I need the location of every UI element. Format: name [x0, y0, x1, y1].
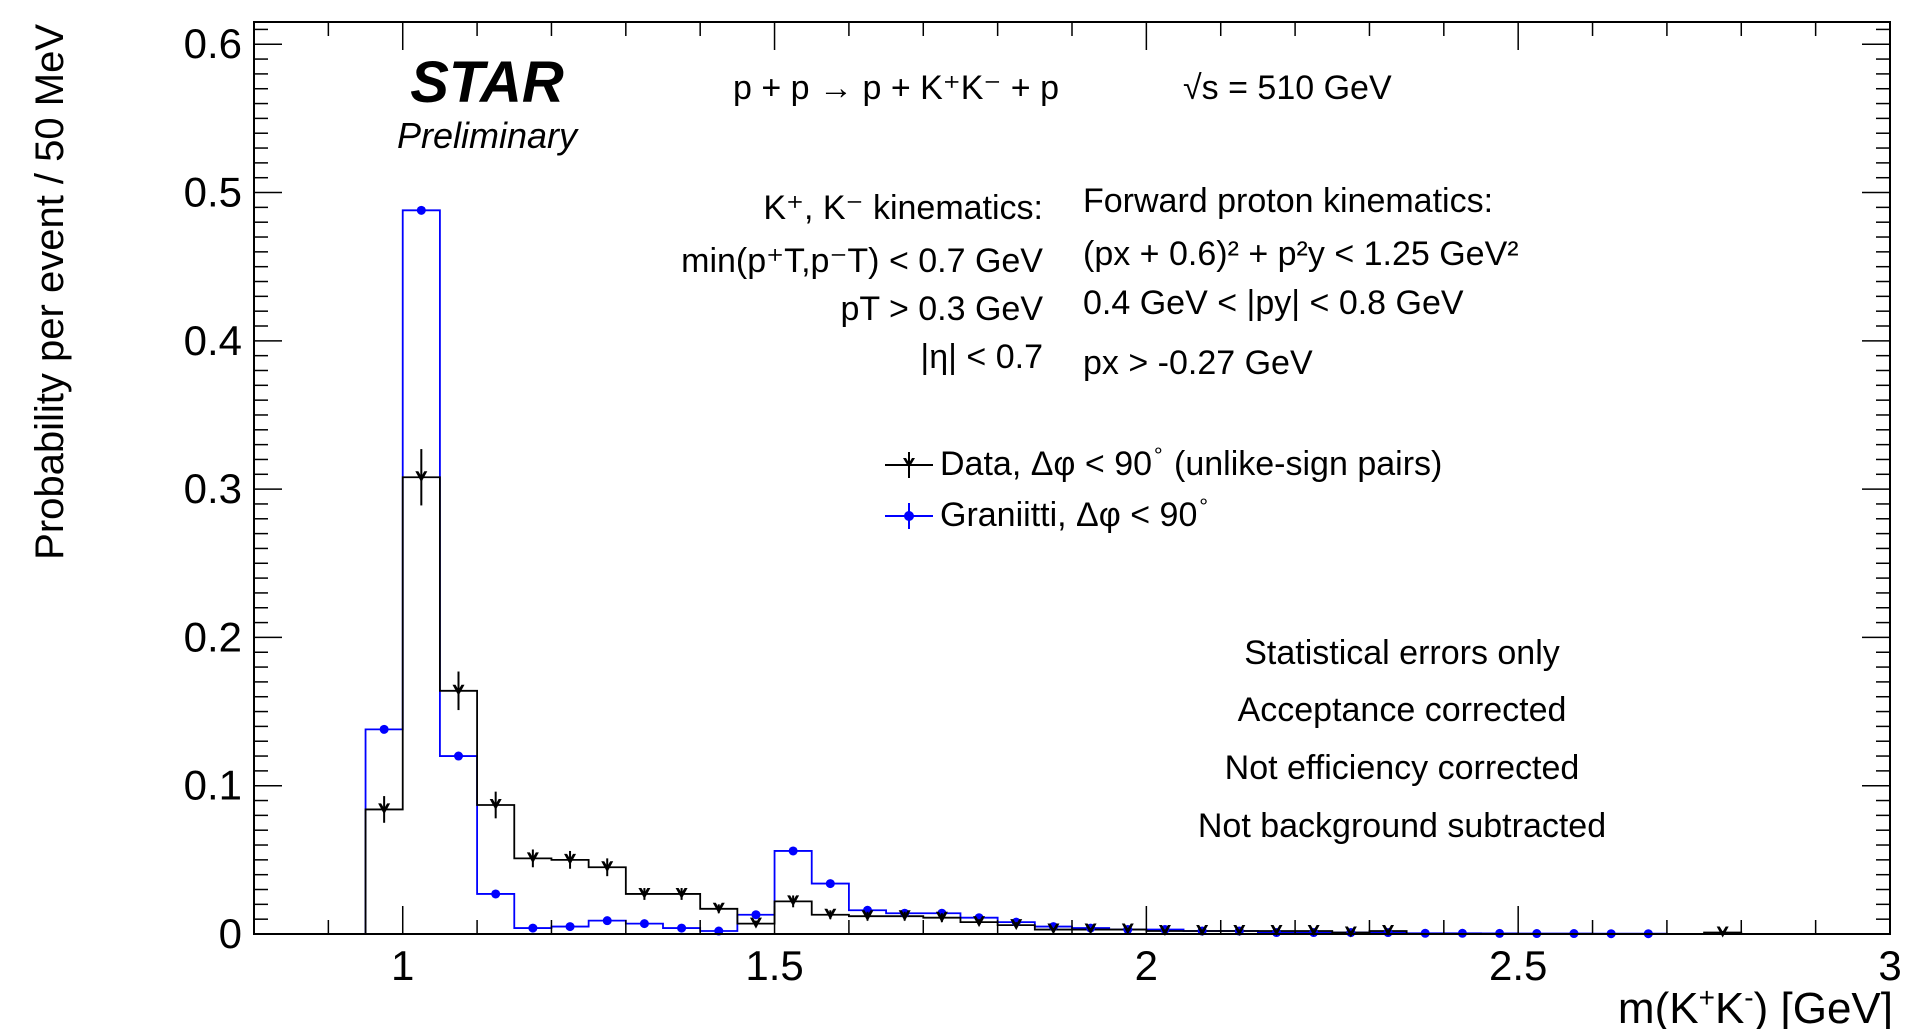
note-statistical: Statistical errors only — [1244, 634, 1560, 672]
y-tick-label: 0.1 — [184, 762, 242, 809]
data-point — [1121, 923, 1134, 935]
legend: Data, Δφ < 90∘ (unlike-sign pairs) Grani… — [885, 440, 1442, 534]
data-point — [675, 887, 688, 899]
legend-marker-graniitti-icon — [904, 511, 914, 521]
data-point — [861, 910, 874, 922]
y-tick-label: 0.5 — [184, 169, 242, 216]
axis-ticks — [253, 22, 1891, 935]
graniitti-point — [639, 919, 649, 929]
graniitti-point — [751, 910, 761, 920]
data-point — [452, 684, 465, 696]
data-point — [1307, 925, 1320, 937]
proton-cut-radius: (px + 0.6)² + p²y < 1.25 GeV² — [1083, 235, 1519, 273]
graniitti-point — [454, 751, 463, 761]
graniitti-point — [379, 724, 389, 734]
data-point — [1196, 925, 1209, 937]
data-point — [1270, 925, 1283, 937]
graniitti-point — [491, 889, 501, 899]
data-point — [1382, 925, 1395, 937]
data-point — [601, 861, 614, 873]
x-tick-label: 3 — [1878, 942, 1901, 989]
energy-label: √s = 510 GeV — [1183, 69, 1392, 107]
x-tick-label: 1 — [391, 942, 414, 989]
star-logo-text: STAR — [410, 50, 564, 115]
y-tick-label: 0.2 — [184, 613, 242, 660]
graniitti-point — [677, 923, 687, 933]
graniitti-point — [788, 846, 798, 856]
data-point — [973, 916, 986, 928]
legend-entry-data: Data, Δφ < 90∘ (unlike-sign pairs) — [885, 440, 1442, 483]
reaction-label: p + p → p + K⁺K⁻ + p — [733, 69, 1059, 107]
proton-cut-px: px > -0.27 GeV — [1083, 344, 1313, 382]
data-point — [378, 803, 391, 815]
preliminary-label: Preliminary — [397, 115, 579, 156]
proton-cut-py: 0.4 GeV < |py| < 0.8 GeV — [1083, 284, 1464, 322]
svg-text:Graniitti, Δφ < 90∘: Graniitti, Δφ < 90∘ — [940, 491, 1210, 534]
kaon-cut-pt-min: min(p⁺T,p⁻T) < 0.7 GeV — [681, 242, 1043, 280]
data-point — [415, 471, 428, 483]
x-tick-label: 1.5 — [745, 942, 803, 989]
proton-kinematics-title: Forward proton kinematics: — [1083, 182, 1493, 220]
data-point — [712, 902, 725, 914]
histograms — [254, 209, 1890, 935]
graniitti-point — [565, 922, 575, 932]
data-point — [526, 852, 539, 864]
data-point — [1344, 926, 1357, 938]
legend-entry-graniitti: Graniitti, Δφ < 90∘ — [885, 491, 1210, 534]
data-point — [1158, 925, 1171, 937]
kaon-cut-pt: pT > 0.3 GeV — [840, 290, 1043, 328]
y-tick-label: 0.3 — [184, 465, 242, 512]
data-point — [1010, 919, 1023, 931]
y-tick-label: 0.6 — [184, 20, 242, 67]
data-point — [1716, 926, 1729, 938]
legend-marker-data-icon — [903, 458, 915, 468]
x-tick-label: 2 — [1135, 942, 1158, 989]
data-point — [749, 917, 762, 929]
x-axis-title: m(K+K-) [GeV] — [1618, 982, 1893, 1029]
data-point — [564, 853, 577, 865]
data-markers — [378, 205, 1729, 939]
x-tick-label: 2.5 — [1489, 942, 1547, 989]
axis-tick-labels: 0 0.1 0.2 0.3 0.4 0.5 0.6 1 1.5 2 2.5 3 — [184, 20, 1902, 989]
note-efficiency: Not efficiency corrected — [1225, 749, 1580, 787]
data-point — [898, 910, 911, 922]
data-point — [787, 895, 800, 907]
data-point — [638, 887, 651, 899]
y-tick-label: 0 — [219, 910, 242, 957]
data-point — [935, 911, 948, 923]
graniitti-point — [602, 916, 612, 926]
y-tick-label: 0.4 — [184, 317, 242, 364]
data-point — [1084, 923, 1097, 935]
graniitti-point — [416, 205, 426, 215]
note-background: Not background subtracted — [1198, 807, 1606, 845]
data-point — [1047, 923, 1060, 935]
svg-text:Data, Δφ < 90∘ (unlike-sign pa: Data, Δφ < 90∘ (unlike-sign pairs) — [940, 440, 1442, 483]
data-point — [489, 798, 502, 810]
kaon-cut-eta: |η| < 0.7 — [920, 338, 1043, 376]
graniitti-point — [825, 879, 835, 889]
y-axis-title: Probability per event / 50 MeV — [28, 24, 72, 560]
graniitti-point — [528, 923, 538, 933]
data-point — [1233, 925, 1246, 937]
kaon-kinematics-title: K⁺, K⁻ kinematics: — [763, 189, 1043, 227]
data-point — [824, 908, 837, 920]
note-acceptance: Acceptance corrected — [1238, 691, 1567, 729]
